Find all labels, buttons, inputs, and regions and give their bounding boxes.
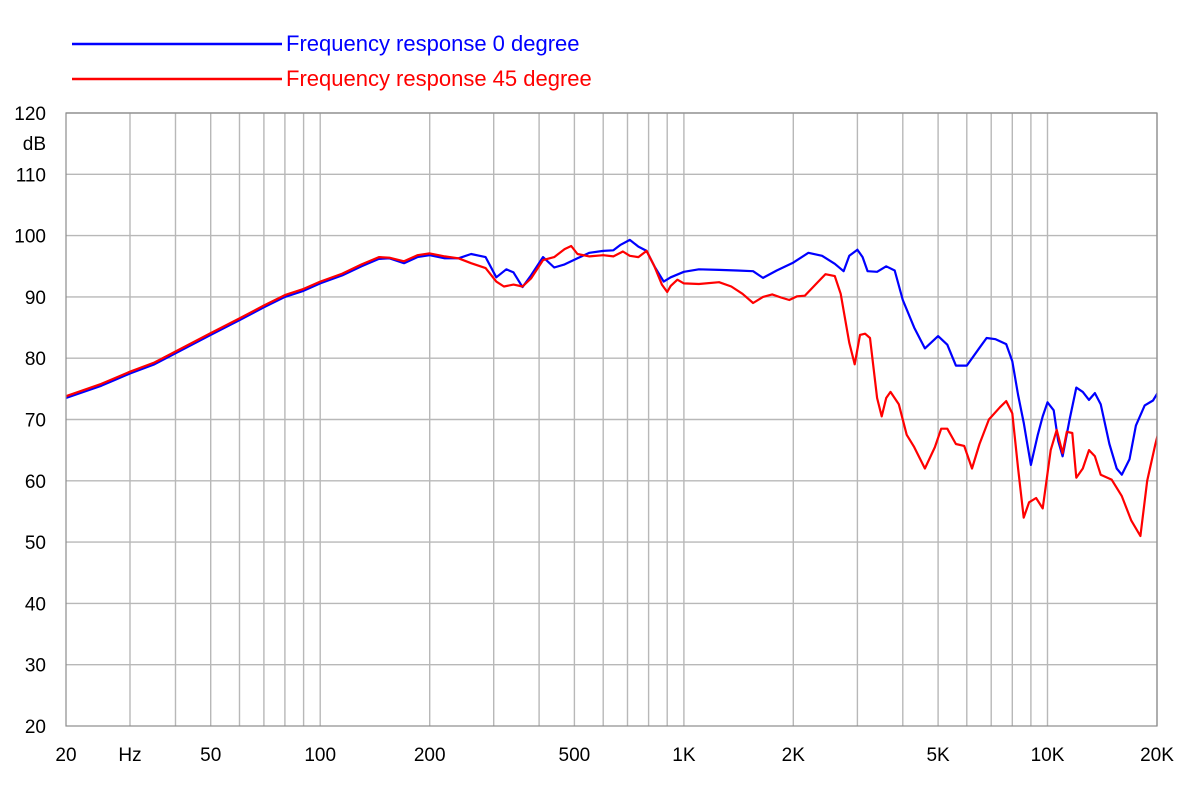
y-tick-label-90: 90 [25,288,46,309]
y-tick-label-120: 120 [14,104,46,125]
x-tick-label-Hz: Hz [118,745,141,766]
legend-label-45-degree: Frequency response 45 degree [286,66,592,91]
series-layer [66,238,1157,538]
y-tick-label-30: 30 [25,656,46,677]
x-tick-label-200: 200 [414,745,446,766]
y-tick-label-40: 40 [25,594,46,615]
x-tick-label-2K: 2K [782,745,806,766]
x-tick-label-1K: 1K [672,745,696,766]
legend-label-0-degree: Frequency response 0 degree [286,31,580,56]
y-tick-label-60: 60 [25,472,46,493]
y-axis-label: dB [23,134,46,155]
y-tick-label-20: 20 [25,717,46,738]
grid-layer [66,112,1158,726]
y-tick-label-80: 80 [25,349,46,370]
x-tick-label-20K: 20K [1140,745,1174,766]
y-tick-label-50: 50 [25,533,46,554]
x-tick-label-100: 100 [304,745,336,766]
x-tick-label-500: 500 [559,745,591,766]
tick-label-layer: 20 30 40 50 60 70 80 90 100 110 120 20 Hz 50 100 200 500… [14,104,1174,766]
x-tick-label-20: 20 [55,745,76,766]
y-tick-label-110: 110 [16,165,46,186]
y-tick-label-100: 100 [14,227,46,248]
y-tick-label-70: 70 [25,411,46,432]
legend: Frequency response 0 degree Frequency re… [72,31,592,91]
x-tick-label-10K: 10K [1031,745,1065,766]
series-line-45-degree [66,244,1157,538]
series-line-0-degree [66,238,1157,476]
x-tick-label-5K: 5K [926,745,950,766]
plot-area-border [65,112,1158,727]
x-tick-label-50: 50 [200,745,221,766]
